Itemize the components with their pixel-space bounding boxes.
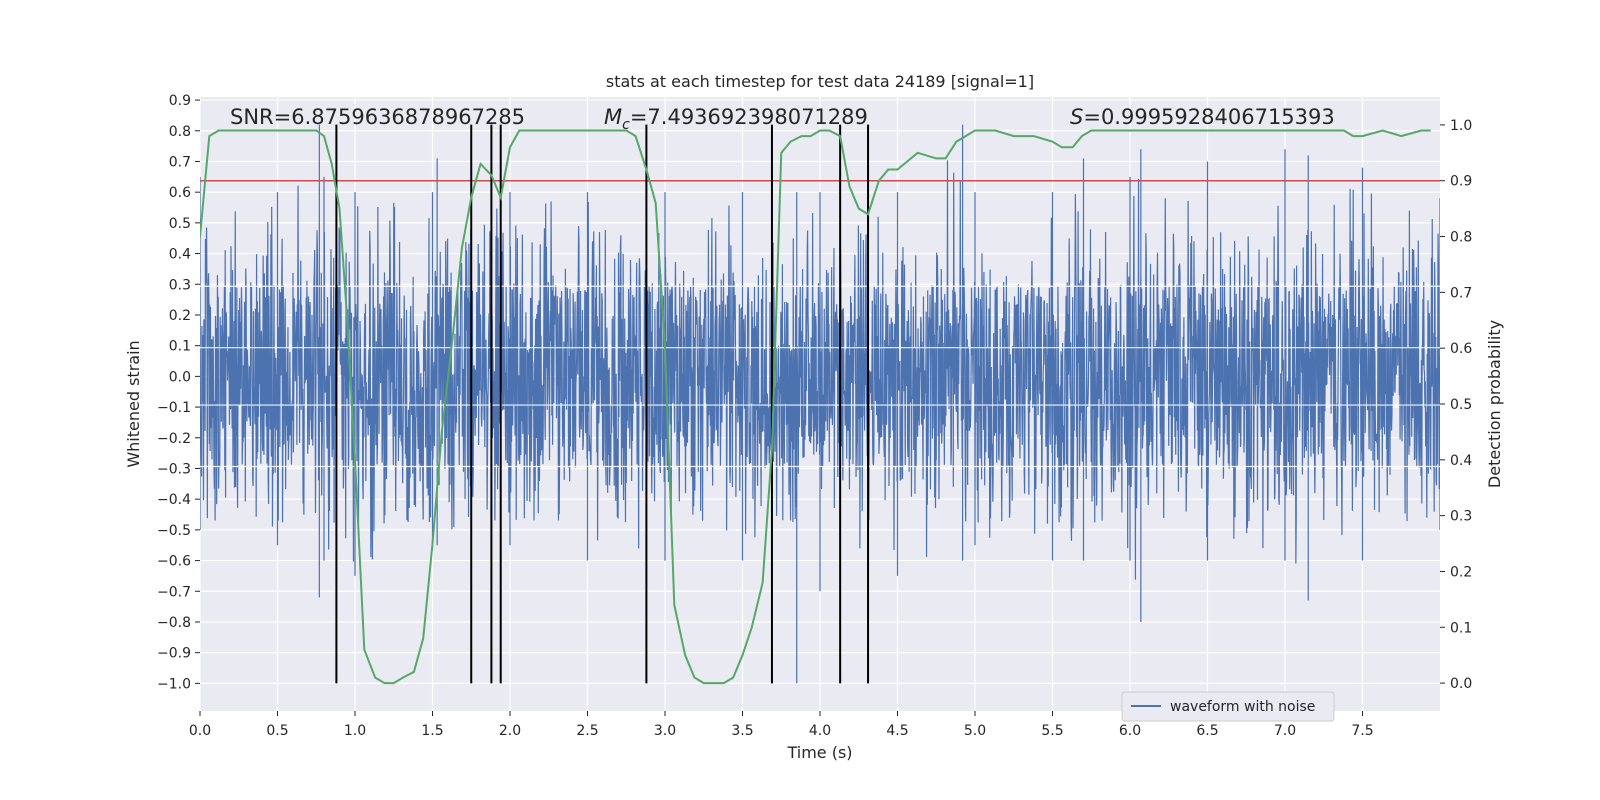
waveform-series <box>200 124 1440 684</box>
y-axis-left-title: Whitened strain <box>124 340 143 467</box>
y-left-tick-label: −0.7 <box>157 584 191 600</box>
x-tick-label: 4.0 <box>809 723 831 739</box>
snr-annotation: SNR=6.8759636878967285 <box>230 105 525 129</box>
x-tick-label: 7.0 <box>1274 723 1296 739</box>
x-axis-ticks: 0.0 0.5 1.0 1.5 2.0 2.5 3.0 3.5 4.0 4.5 5.0 5.5 6.0 6… <box>189 711 1374 739</box>
chart-title: stats at each timestep for test data 241… <box>606 72 1034 91</box>
mc-subscript: c <box>622 117 630 133</box>
x-axis-title: Time (s) <box>786 743 852 762</box>
y-right-tick-label: 0.4 <box>1450 453 1472 469</box>
waveform-line <box>200 124 1440 684</box>
x-tick-label: 0.5 <box>266 723 288 739</box>
y-left-tick-label: −0.5 <box>157 523 191 539</box>
y-right-tick-label: 0.9 <box>1450 174 1472 190</box>
legend: waveform with noise <box>1121 691 1335 722</box>
vertical-markers <box>335 124 870 684</box>
y-left-tick-label: −0.8 <box>157 615 191 631</box>
mc-symbol: M <box>604 105 622 129</box>
legend-label: waveform with noise <box>1170 699 1315 715</box>
y-right-tick-label: 0.7 <box>1450 285 1472 301</box>
x-tick-label: 6.0 <box>1119 723 1141 739</box>
y-right-tick-label: 0.0 <box>1450 676 1472 692</box>
y-left-tick-label: −0.4 <box>157 492 191 508</box>
x-tick-label: 5.0 <box>964 723 986 739</box>
y-left-tick-label: 0.0 <box>169 369 191 385</box>
y-left-tick-label: −0.1 <box>157 400 191 416</box>
y-axis-right-title: Detection probability <box>1485 320 1504 488</box>
x-tick-label: 2.5 <box>576 723 598 739</box>
s-value: =0.9995928406715393 <box>1083 105 1334 129</box>
y-left-tick-label: 0.2 <box>169 308 191 324</box>
s-symbol: S <box>1070 105 1083 129</box>
y-left-tick-label: 0.7 <box>169 154 191 170</box>
x-tick-label: 6.5 <box>1196 723 1218 739</box>
y-left-tick-label: −0.6 <box>157 554 191 570</box>
y-right-tick-label: 0.3 <box>1450 509 1472 525</box>
y-left-tick-label: −0.9 <box>157 646 191 662</box>
y-left-tick-label: 0.8 <box>169 124 191 140</box>
y-left-tick-label: −1.0 <box>157 676 191 692</box>
legend-box <box>1121 691 1335 722</box>
x-tick-label: 7.5 <box>1351 723 1373 739</box>
probability-series <box>200 129 1431 685</box>
y-axis-left-ticks: 0.9 0.8 0.7 0.6 0.5 0.4 0.3 0.2 0.1 0.0 −0.1 −0.2 −0… <box>157 93 200 692</box>
y-right-tick-label: 0.5 <box>1450 397 1472 413</box>
y-left-tick-label: 0.3 <box>169 277 191 293</box>
y-left-tick-label: 0.6 <box>169 185 191 201</box>
y-axis-right-ticks: 1.0 0.9 0.8 0.7 0.6 0.5 0.4 0.3 0.2 0.1 0.0 <box>1440 118 1472 692</box>
x-tick-label: 0.0 <box>189 723 211 739</box>
mc-annotation: Mc=7.493692398071289 <box>604 105 868 133</box>
s-annotation: S=0.9995928406715393 <box>1070 105 1335 129</box>
x-tick-label: 4.5 <box>886 723 908 739</box>
x-tick-label: 3.5 <box>731 723 753 739</box>
y-left-tick-label: −0.2 <box>157 431 191 447</box>
y-right-tick-label: 0.1 <box>1450 620 1472 636</box>
x-tick-label: 3.0 <box>654 723 676 739</box>
y-left-tick-label: −0.3 <box>157 461 191 477</box>
y-left-tick-label: 0.5 <box>169 216 191 232</box>
probability-line <box>200 129 1431 685</box>
x-tick-label: 1.0 <box>344 723 366 739</box>
y-right-tick-label: 0.2 <box>1450 564 1472 580</box>
y-right-tick-label: 0.6 <box>1450 341 1472 357</box>
y-right-tick-label: 1.0 <box>1450 118 1472 134</box>
mc-value: =7.493692398071289 <box>630 105 868 129</box>
y-right-tick-label: 0.8 <box>1450 230 1472 246</box>
x-tick-label: 5.5 <box>1041 723 1063 739</box>
y-left-tick-label: 0.4 <box>169 247 191 263</box>
y-left-tick-label: 0.9 <box>169 93 191 109</box>
y-left-tick-label: 0.1 <box>169 339 191 355</box>
x-tick-label: 2.0 <box>499 723 521 739</box>
x-tick-label: 1.5 <box>421 723 443 739</box>
